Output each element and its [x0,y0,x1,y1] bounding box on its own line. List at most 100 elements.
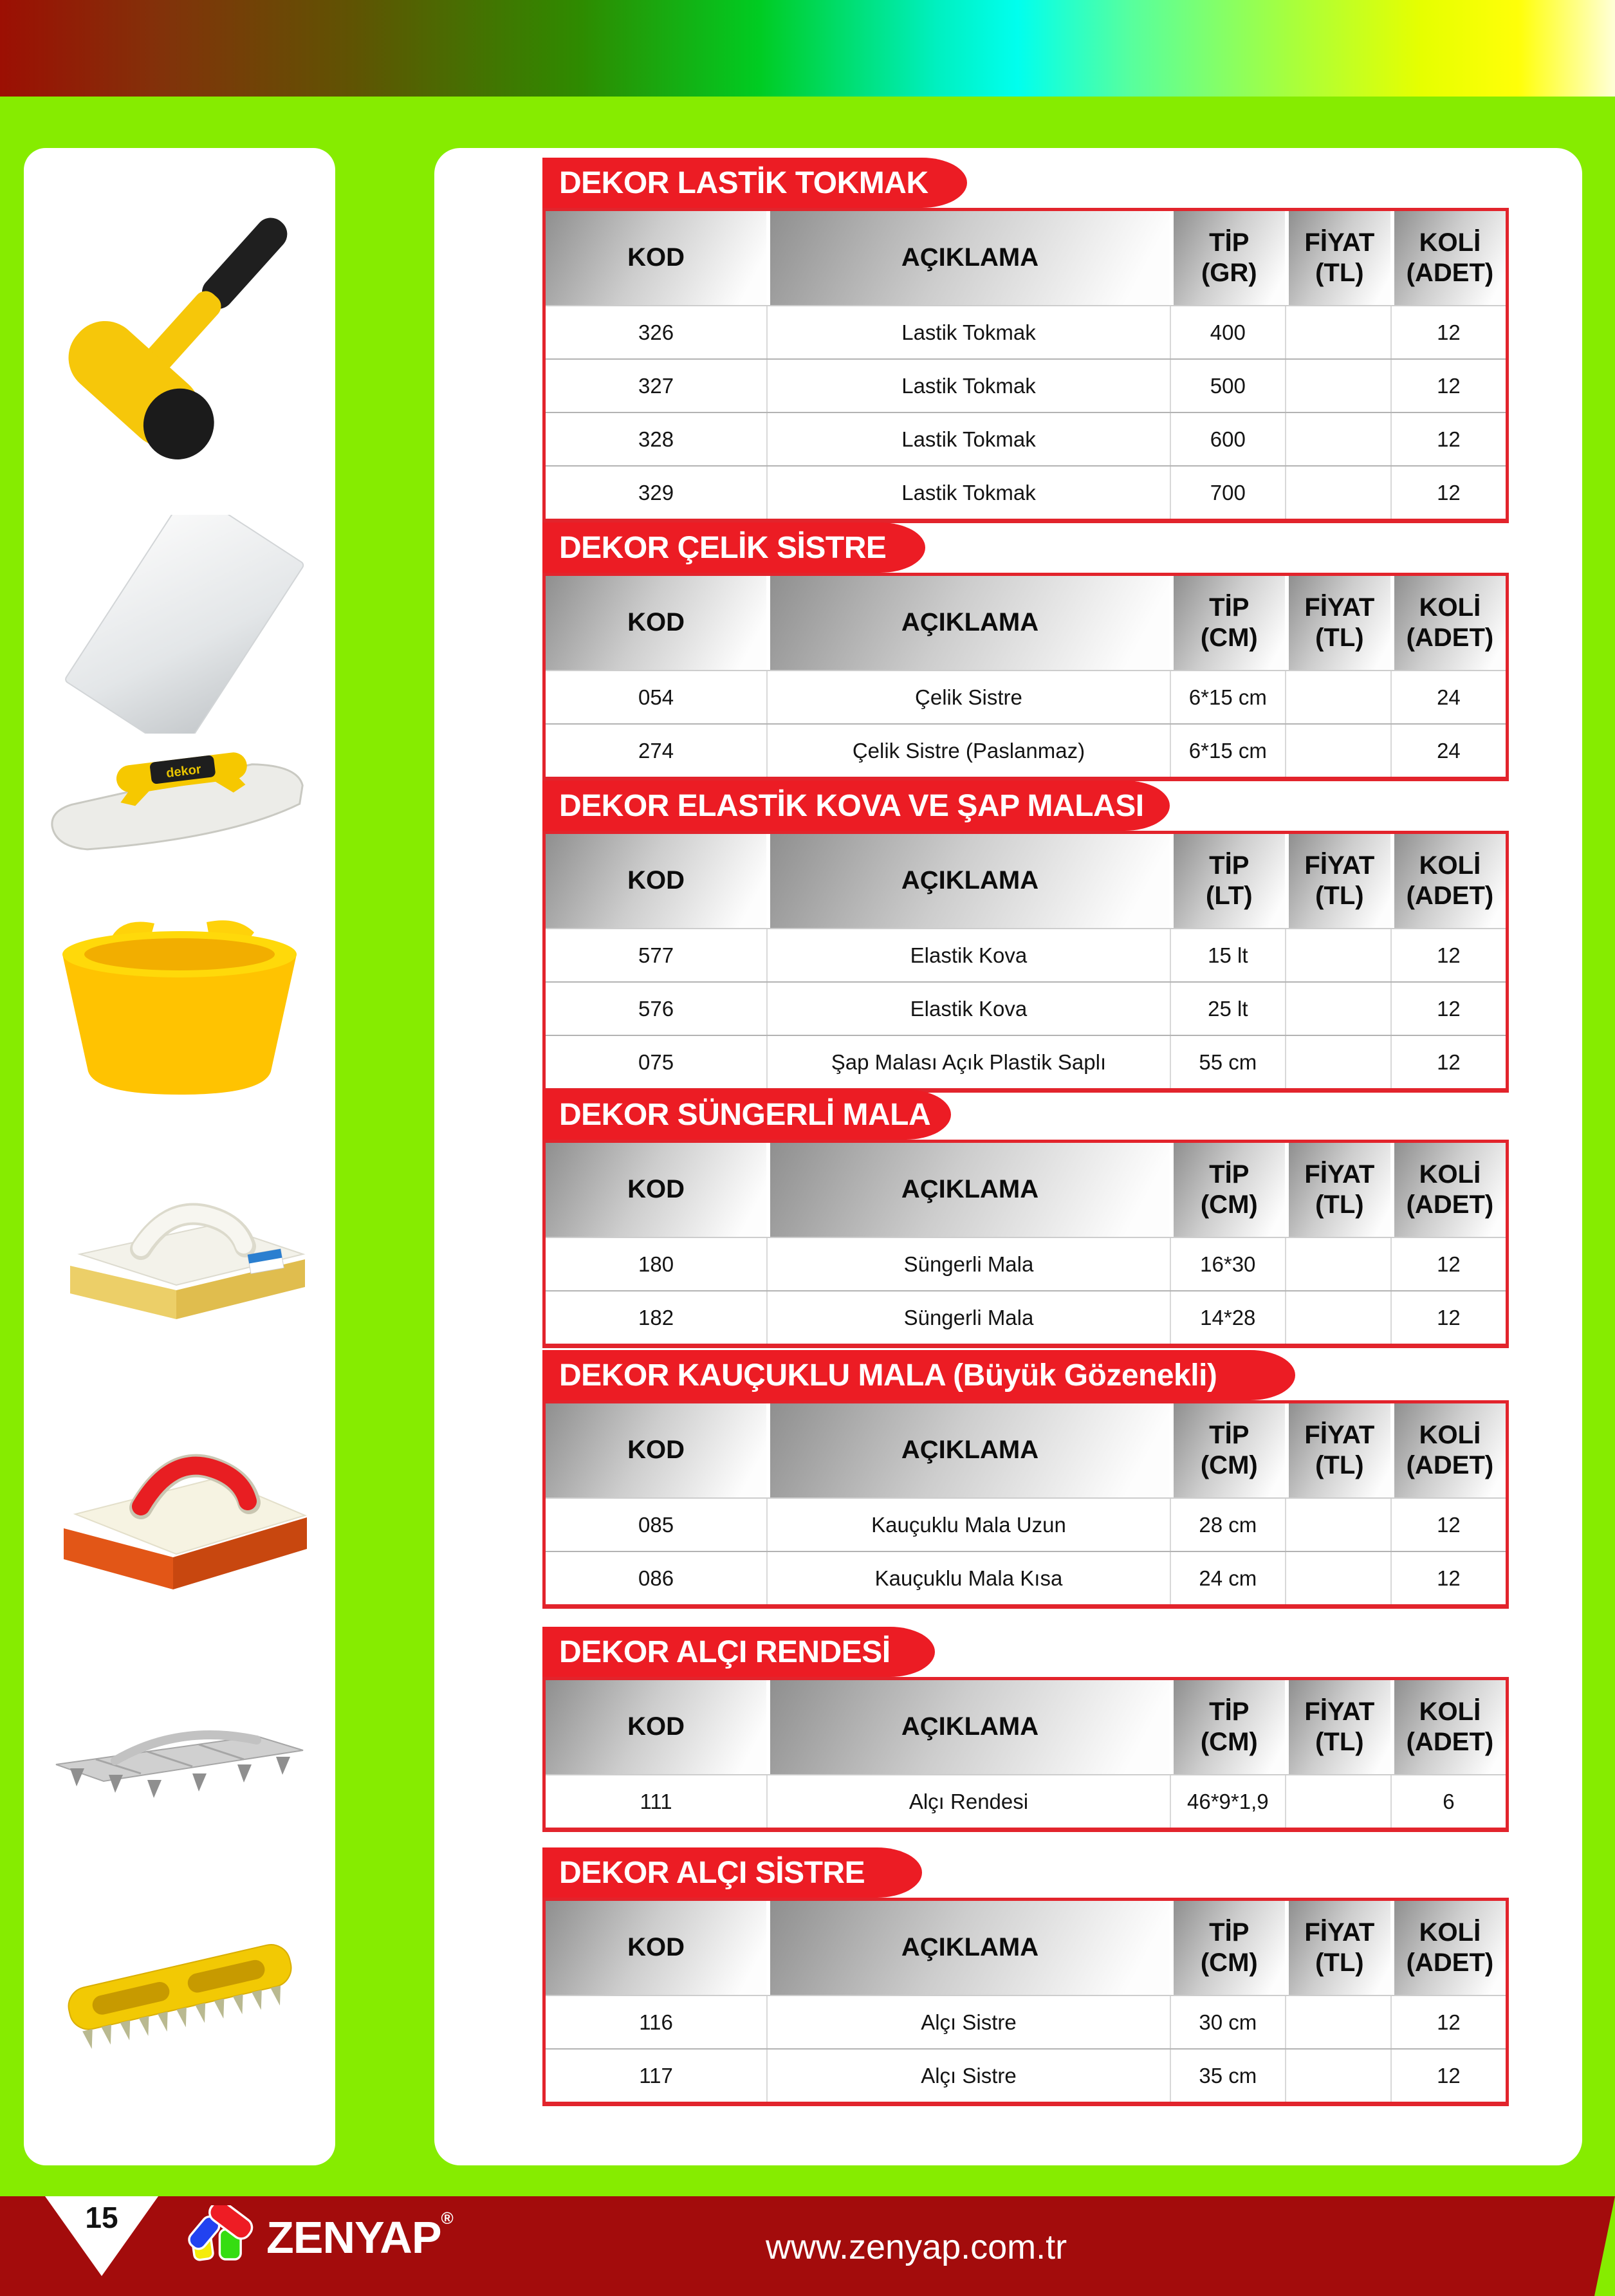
column-header: KOLİ (ADET) [1390,576,1506,670]
column-header: TİP (CM) [1169,1680,1285,1774]
column-header: KOLİ (ADET) [1390,1901,1506,1995]
table-cell: Kauçuklu Mala Kısa [766,1552,1170,1604]
column-header: FİYAT (TL) [1284,1143,1390,1237]
table-header-row: KOD AÇIKLAMA TİP (CM) FİYAT (TL) KOLİ (ADET) [546,1403,1506,1497]
table-cell: 25 lt [1169,983,1285,1035]
column-header: KOLİ (ADET) [1390,1680,1506,1774]
table-cell: 329 [638,480,674,505]
table-header-row: KOD AÇIKLAMA TİP (CM) FİYAT (TL) KOLİ (ADET) [546,1143,1506,1237]
column-header: KOD [546,1403,767,1497]
table-cell [1284,1238,1390,1290]
product-table-section: DEKOR ALÇI SİSTRE KOD AÇIKLAMA TİP (CM) FİY… [542,1847,1509,2106]
table-cell: 577 [638,943,674,967]
table-row: 577 Elastik Kova 15 lt 12 [546,929,1506,981]
column-header: AÇIKLAMA [766,1680,1170,1774]
page-number-triangle: 15 [45,2196,158,2276]
product-table: KOD AÇIKLAMA TİP (CM) FİYAT (TL) KOLİ (ADET)… [542,1677,1509,1832]
website-url: www.zenyap.com.tr [766,2228,1067,2266]
table-cell: 28 cm [1169,1499,1285,1551]
table-cell: Lastik Tokmak [766,467,1170,519]
content-panel: DEKOR LASTİK TOKMAK KOD AÇIKLAMA TİP (GR) F… [434,148,1582,2165]
column-header: TİP (CM) [1169,576,1285,670]
table-cell [1284,929,1390,981]
table-cell: Elastik Kova [766,929,1170,981]
table-cell: 12 [1390,306,1506,358]
column-header: AÇIKLAMA [766,834,1170,928]
table-cell [1284,983,1390,1035]
registered-mark: ® [441,2208,453,2228]
column-header: AÇIKLAMA [766,1143,1170,1237]
table-title: DEKOR KAUÇUKLU MALA (Büyük Gözenekli) [559,1358,1217,1393]
table-body: 577 Elastik Kova 15 lt 12 576 Elastik Kova 25 … [546,928,1506,1088]
table-title: DEKOR LASTİK TOKMAK [559,165,928,200]
table-banner: DEKOR ÇELİK SİSTRE [542,523,925,573]
table-banner: DEKOR ELASTİK KOVA VE ŞAP MALASI [542,781,1170,831]
column-header: KOLİ (ADET) [1390,1143,1506,1237]
column-header: KOD [546,576,767,670]
table-cell: 6*15 cm [1169,725,1285,777]
table-cell [1284,306,1390,358]
table-cell: Süngerli Mala [766,1292,1170,1344]
table-cell: 14*28 [1169,1292,1285,1344]
table-row: 180 Süngerli Mala 16*30 12 [546,1238,1506,1290]
table-cell: 500 [1169,360,1285,412]
table-title: DEKOR SÜNGERLİ MALA [559,1097,931,1132]
table-header-row: KOD AÇIKLAMA TİP (LT) FİYAT (TL) KOLİ (ADET) [546,834,1506,928]
plaster-scraper-image [44,1921,315,2056]
table-cell: 35 cm [1169,2050,1285,2102]
table-cell: 30 cm [1169,1996,1285,2048]
sponge-float-image [44,1187,315,1329]
brand-name: ZENYAP® [266,2208,453,2263]
table-cell: 24 [1390,725,1506,777]
table-body: 111 Alçı Rendesi 46*9*1,9 6 [546,1774,1506,1828]
table-title: DEKOR ALÇI RENDESİ [559,1634,891,1669]
table-cell [1284,1775,1390,1828]
table-cell: Şap Malası Açık Plastik Saplı [766,1036,1170,1088]
table-cell: 12 [1390,1996,1506,2048]
table-title: DEKOR ELASTİK KOVA VE ŞAP MALASI [559,788,1144,823]
table-cell: 6*15 cm [1169,671,1285,723]
product-table: KOD AÇIKLAMA TİP (CM) FİYAT (TL) KOLİ (ADET)… [542,573,1509,781]
table-row: 085 Kauçuklu Mala Uzun 28 cm 12 [546,1499,1506,1551]
table-cell: 15 lt [1169,929,1285,981]
table-row: 576 Elastik Kova 25 lt 12 [546,981,1506,1035]
table-cell: 12 [1390,413,1506,465]
table-cell: 085 [638,1512,674,1537]
table-cell [1284,2050,1390,2102]
table-cell: 327 [638,373,674,398]
table-cell: Çelik Sistre [766,671,1170,723]
table-cell: 075 [638,1050,674,1074]
table-row: 116 Alçı Sistre 30 cm 12 [546,1996,1506,2048]
table-header-row: KOD AÇIKLAMA TİP (GR) FİYAT (TL) KOLİ (ADET) [546,211,1506,305]
table-cell: 12 [1390,1238,1506,1290]
table-cell: 182 [638,1305,674,1329]
table-cell: 700 [1169,467,1285,519]
product-table-section: DEKOR SÜNGERLİ MALA KOD AÇIKLAMA TİP (CM) F… [542,1089,1509,1348]
column-header: TİP (LT) [1169,834,1285,928]
table-cell: 12 [1390,1292,1506,1344]
plaster-rasp-image [44,1705,315,1808]
table-cell: 12 [1390,1552,1506,1604]
table-cell: 326 [638,320,674,344]
table-body: 054 Çelik Sistre 6*15 cm 24 274 Çelik Sistre … [546,670,1506,777]
rainbow-gradient-bar [0,0,1615,97]
column-header: TİP (CM) [1169,1901,1285,1995]
column-header: FİYAT (TL) [1284,1403,1390,1497]
table-cell: 12 [1390,467,1506,519]
table-cell [1284,467,1390,519]
column-header: KOLİ (ADET) [1390,1403,1506,1497]
table-header-row: KOD AÇIKLAMA TİP (CM) FİYAT (TL) KOLİ (ADET) [546,576,1506,670]
column-header: AÇIKLAMA [766,1403,1170,1497]
table-cell: 12 [1390,929,1506,981]
table-cell [1284,413,1390,465]
table-body: 180 Süngerli Mala 16*30 12 182 Süngerli Mala 1… [546,1237,1506,1344]
table-row: 117 Alçı Sistre 35 cm 12 [546,2048,1506,2102]
table-cell: 116 [639,2010,673,2034]
zenyap-logo: ZENYAP® [185,2205,453,2270]
table-cell: 12 [1390,360,1506,412]
table-cell: Alçı Sistre [766,2050,1170,2102]
column-header: AÇIKLAMA [766,576,1170,670]
table-banner: DEKOR KAUÇUKLU MALA (Büyük Gözenekli) [542,1350,1295,1400]
table-row: 329 Lastik Tokmak 700 12 [546,465,1506,519]
table-banner: DEKOR ALÇI RENDESİ [542,1627,935,1677]
